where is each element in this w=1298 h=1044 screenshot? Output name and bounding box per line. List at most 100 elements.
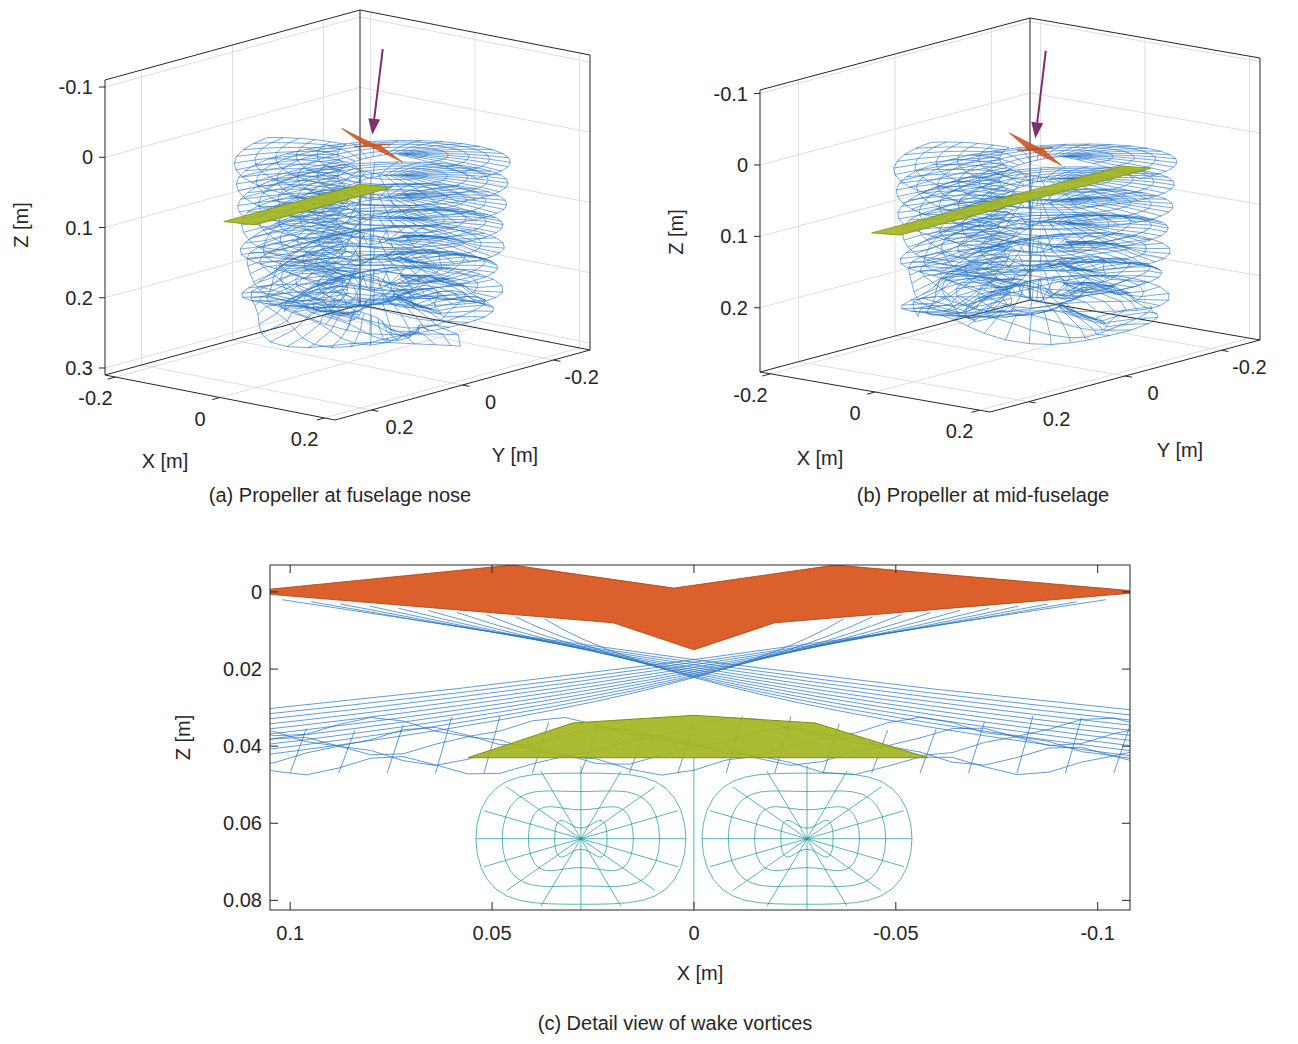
tick — [99, 227, 105, 228]
tick-label: 0.04 — [223, 735, 262, 757]
caption: (b) Propeller at mid-fuselage — [857, 484, 1109, 506]
tick — [1029, 402, 1036, 403]
tick-label: 0 — [849, 402, 860, 424]
propeller-hub — [1017, 148, 1053, 151]
axis-box — [360, 10, 361, 305]
axis-box — [105, 10, 590, 80]
tick — [895, 565, 896, 573]
tick — [1097, 565, 1098, 573]
tick-label: 0.2 — [946, 420, 974, 442]
tick-label: 0.2 — [291, 428, 319, 450]
propeller-hub — [354, 144, 390, 147]
grid-line — [798, 80, 799, 362]
tick-label: -0.05 — [873, 922, 919, 944]
wake-wireframe — [234, 138, 508, 335]
tick — [212, 398, 220, 400]
tick-label: -0.1 — [59, 76, 93, 98]
axis-frame — [270, 565, 1130, 910]
arrow-head — [1031, 122, 1043, 139]
tick-label: 0.3 — [65, 357, 93, 379]
tick-label: -0.2 — [733, 384, 767, 406]
grid-line — [475, 33, 476, 328]
tick — [754, 164, 760, 165]
figure: -0.1 0 0.1 0.2 0.3 -0.2 0 0.2 -0.2 0 0.2 Z [m] X [m]… — [0, 0, 1298, 1044]
tick — [99, 297, 105, 298]
tick — [1122, 746, 1130, 747]
tick-label: 0.06 — [223, 812, 262, 834]
tick-label: 0 — [1147, 382, 1158, 404]
panel-3d: -0.100.10.2-0.200.2-0.200.2Z [m]X [m]Y [… — [665, 18, 1267, 506]
tick — [270, 900, 278, 901]
tick-label: 0 — [251, 581, 262, 603]
tick-label: -0.2 — [78, 387, 112, 409]
grid-line — [770, 302, 1040, 374]
grid-line — [760, 22, 1030, 94]
arrow-shaft — [374, 49, 383, 119]
caption: (a) Propeller at fuselage nose — [209, 484, 471, 506]
grid-line — [325, 348, 580, 418]
axis-title: Z [m] — [665, 209, 687, 255]
tick-label: 0.05 — [473, 922, 512, 944]
wing — [872, 166, 1151, 235]
vortex-lobes — [476, 758, 912, 910]
tick — [1122, 591, 1130, 592]
tick — [108, 377, 116, 379]
tick — [99, 367, 105, 368]
tick-label: 0.2 — [720, 297, 748, 319]
tick-label: -0.1 — [714, 83, 748, 105]
tick — [754, 236, 760, 237]
grid-line — [1145, 38, 1146, 320]
axis-box — [760, 300, 1260, 372]
tick — [270, 591, 278, 592]
axis-title: Y [m] — [492, 444, 538, 466]
tick-label: 0.2 — [65, 287, 93, 309]
tick — [867, 392, 875, 394]
tick-label: 0 — [485, 391, 496, 413]
tick — [290, 565, 291, 573]
tick — [754, 93, 760, 94]
axis-box — [760, 90, 761, 372]
tick-label: 0.08 — [223, 889, 262, 911]
tick — [762, 374, 770, 376]
tick-label: -0.2 — [1232, 356, 1266, 378]
wing — [224, 184, 392, 225]
axis-title: Y [m] — [1157, 439, 1203, 461]
tick-label: -0.2 — [564, 366, 598, 388]
axis-title: Z [m] — [172, 715, 194, 761]
tick-label: -0.1 — [1080, 922, 1114, 944]
tick-label: 0.2 — [386, 416, 414, 438]
tick — [1122, 900, 1130, 901]
tick — [1122, 669, 1130, 670]
tick — [371, 410, 378, 411]
arrow-shaft — [1037, 51, 1046, 123]
tick — [99, 157, 105, 158]
grid-line — [105, 17, 360, 87]
tick — [971, 410, 979, 412]
tick — [290, 902, 291, 910]
wing — [468, 715, 928, 757]
tick-label: 0.1 — [276, 922, 304, 944]
tick — [99, 87, 105, 88]
propeller — [270, 565, 1130, 650]
axis-box — [760, 18, 1260, 90]
axis-title: X [m] — [677, 962, 724, 984]
tick-label: 0 — [82, 146, 93, 168]
grid-line — [980, 338, 1250, 410]
grid-line — [579, 53, 580, 348]
tick-label: 0 — [194, 408, 205, 430]
axis-box — [105, 350, 590, 420]
tick — [492, 902, 493, 910]
tick — [492, 565, 493, 573]
axis-box — [1260, 58, 1261, 340]
tick — [1097, 902, 1098, 910]
tick — [554, 360, 561, 361]
axis-title: X [m] — [142, 450, 189, 472]
tick — [463, 385, 470, 386]
tick-label: 0.1 — [720, 225, 748, 247]
tick — [1221, 350, 1228, 351]
axis-title: X [m] — [797, 447, 844, 469]
tick-label: 0.02 — [223, 658, 262, 680]
tick — [754, 307, 760, 308]
tick — [693, 902, 694, 910]
tick — [693, 565, 694, 573]
